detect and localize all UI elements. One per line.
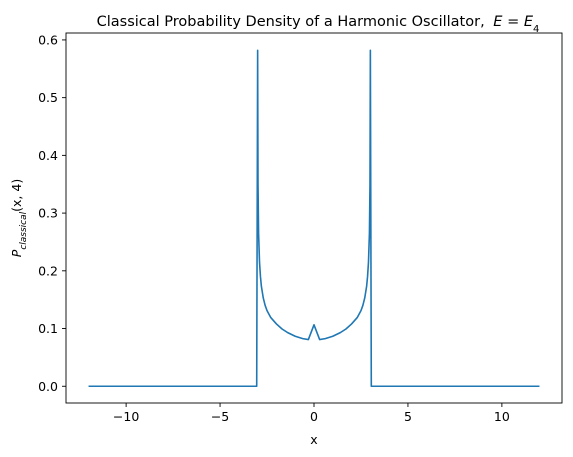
x-tick-label: 5 [404,409,412,424]
y-axis: 0.0 0.1 0.2 0.3 0.4 0.5 0.6 [38,32,66,393]
y-tick-label: 0.1 [38,321,58,336]
y-tick-label: 0.4 [38,148,58,163]
x-tick-label: 10 [494,409,510,424]
y-tick-label: 0.6 [38,32,58,47]
y-tick-label: 0.0 [38,379,58,394]
series-line-0 [89,50,540,386]
x-axis: −10 −5 0 5 10 [113,403,510,424]
y-tick-label: 0.2 [38,263,58,278]
x-tick-label: −10 [113,409,139,424]
plot-area [66,33,562,403]
chart-title: Classical Probability Density of a Harmo… [97,14,540,35]
plot-frame [66,33,562,403]
x-tick-label: 0 [310,409,318,424]
x-tick-label: −5 [211,409,229,424]
x-axis-label: x [310,432,317,447]
chart-title-text: Classical Probability Density of a Harmo… [97,14,540,35]
y-axis-label: Pclassical(x, 4) [9,179,29,257]
y-tick-label: 0.3 [38,206,58,221]
y-tick-label: 0.5 [38,90,58,105]
